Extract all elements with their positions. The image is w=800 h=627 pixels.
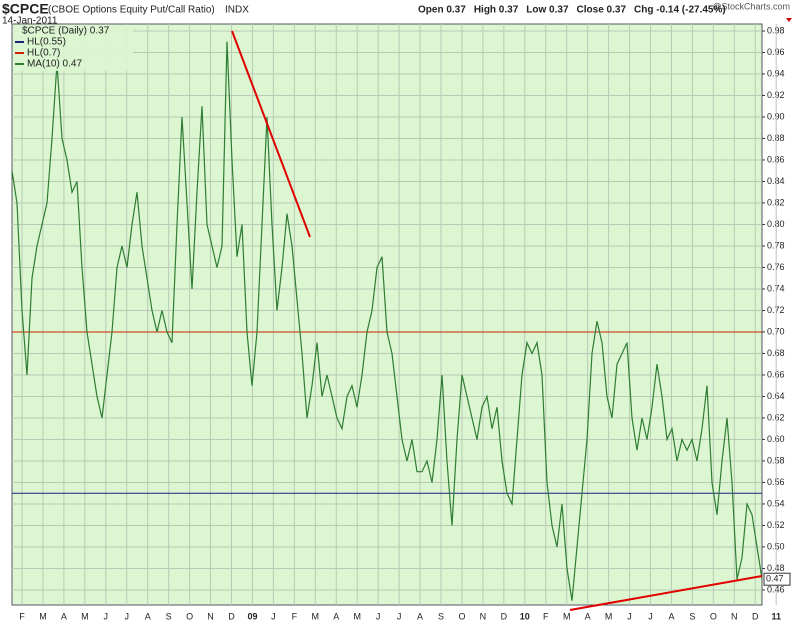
x-tick-label: A [61, 611, 67, 621]
x-tick-label: O [710, 611, 717, 621]
quote-item: Chg -0.14 (-27.45%) [634, 5, 726, 16]
date: 14-Jan-2011 [2, 16, 58, 27]
x-tick-label: A [417, 611, 423, 621]
x-tick-label: A [585, 611, 591, 621]
x-tick-label: M [81, 611, 89, 621]
last-value-label: 0.47 [766, 574, 784, 584]
x-tick-label: O [458, 611, 465, 621]
x-tick-label: F [19, 611, 25, 621]
chart-subtitle: (CBOE Options Equity Put/Call Ratio) [48, 5, 215, 16]
x-tick-label: A [333, 611, 339, 621]
chart-title: $CPCE [2, 1, 49, 17]
x-tick-label: A [668, 611, 674, 621]
x-tick-label: M [353, 611, 361, 621]
quote-item: Low 0.37 [526, 5, 569, 16]
x-tick-label: J [271, 611, 276, 621]
legend-label: HL(0.7) [27, 48, 60, 59]
x-tick-label: 09 [247, 611, 257, 621]
quote-item: Open 0.37 [418, 5, 466, 16]
trend-line [231, 30, 311, 238]
legend-label: HL(0.55) [27, 37, 66, 48]
x-tick-label: J [397, 611, 402, 621]
x-tick-label: J [648, 611, 653, 621]
x-tick-label: A [145, 611, 151, 621]
exchange: INDX [225, 5, 249, 16]
legend-title: $CPCE (Daily) 0.37 [22, 26, 110, 37]
legend-label: MA(10) 0.47 [27, 59, 82, 70]
watermark: @StockCharts.com [712, 1, 790, 11]
x-tick-label: N [207, 611, 214, 621]
x-tick-label: M [312, 611, 320, 621]
plot-area [11, 23, 763, 606]
x-tick-label: J [125, 611, 130, 621]
x-tick-label: O [186, 611, 193, 621]
last-value-box [763, 572, 791, 586]
legend-box [13, 25, 133, 71]
x-tick-label: N [480, 611, 487, 621]
x-tick-label: 11 [771, 611, 781, 621]
x-tick-label: M [605, 611, 613, 621]
x-tick-label: F [543, 611, 549, 621]
line-series [11, 41, 763, 601]
trend-line [569, 575, 763, 611]
x-tick-label: 10 [520, 611, 530, 621]
x-tick-label: M [39, 611, 47, 621]
x-tick-label: F [292, 611, 298, 621]
x-tick-label: S [438, 611, 444, 621]
x-tick-label: D [501, 611, 508, 621]
x-tick-label: J [104, 611, 109, 621]
x-tick-label: S [689, 611, 695, 621]
quote-item: Close 0.37 [577, 5, 627, 16]
x-tick-label: J [376, 611, 381, 621]
x-tick-label: J [627, 611, 632, 621]
quote-item: High 0.37 [474, 5, 519, 16]
x-tick-label: N [731, 611, 738, 621]
down-arrow [786, 18, 792, 22]
x-tick-label: S [166, 611, 172, 621]
x-tick-label: M [563, 611, 571, 621]
x-tick-label: D [228, 611, 235, 621]
x-tick-label: D [752, 611, 759, 621]
